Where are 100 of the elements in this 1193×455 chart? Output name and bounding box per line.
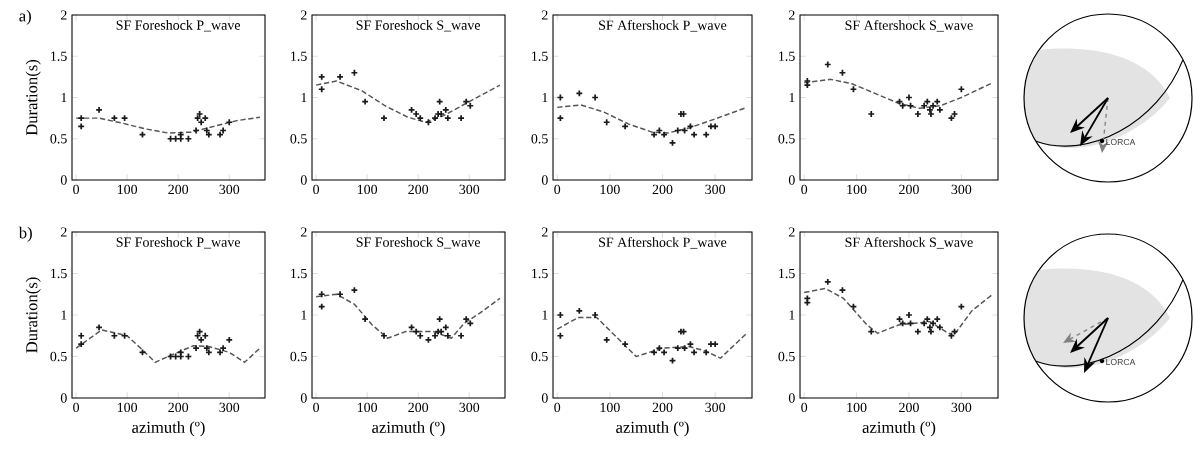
point xyxy=(77,114,85,122)
y-tick-label: 1.5 xyxy=(779,268,795,279)
point xyxy=(77,340,85,348)
point xyxy=(380,331,388,340)
point xyxy=(431,331,439,340)
x-axis-title: azimuth (º) xyxy=(372,421,445,437)
x-tick-label: 0 xyxy=(554,184,561,195)
y-tick-label: 0 xyxy=(60,175,67,185)
point xyxy=(317,302,326,311)
x-tick-label: 100 xyxy=(117,184,138,195)
y-tick-label: 1 xyxy=(542,310,548,320)
point xyxy=(957,85,966,94)
y-tick-label: 0.5 xyxy=(290,134,307,144)
x-tick-label: 0 xyxy=(801,402,808,413)
x-tick-label: 200 xyxy=(899,402,919,413)
point xyxy=(435,315,444,323)
x-tick-label: 100 xyxy=(117,402,138,413)
y-tick-label: 0 xyxy=(300,393,307,403)
point xyxy=(914,110,922,118)
y-tick-label: 2 xyxy=(300,10,307,20)
line-series xyxy=(803,287,994,337)
point xyxy=(602,118,611,127)
chart-title: SF Foreshock P_wave xyxy=(116,237,241,249)
y-tick-label: 1 xyxy=(301,92,307,103)
y-tick-label: 2 xyxy=(541,10,548,20)
x-tick-label: 0 xyxy=(313,184,320,195)
x-tick-label: 200 xyxy=(168,184,189,195)
y-tick-label: 0.5 xyxy=(778,134,795,144)
x-tick-label: 100 xyxy=(847,184,867,195)
point xyxy=(336,290,344,299)
point xyxy=(219,344,227,352)
x-tick-label: 200 xyxy=(652,402,673,413)
x-tick-label: 0 xyxy=(313,402,320,413)
y-tick-label: 0.5 xyxy=(50,134,67,144)
y-tick-label: 1.5 xyxy=(51,51,67,61)
x-tick-label: 300 xyxy=(705,402,726,413)
x-tick-label: 300 xyxy=(219,184,240,195)
point xyxy=(336,73,344,81)
point xyxy=(936,106,944,114)
x-tick-label: 300 xyxy=(951,184,972,195)
point xyxy=(416,114,425,122)
x-tick-label: 300 xyxy=(705,184,726,195)
line-series xyxy=(315,80,501,123)
point xyxy=(898,319,907,328)
point xyxy=(466,101,475,110)
x-tick-label: 100 xyxy=(847,402,867,413)
chart-title: SF Aftershock P_wave xyxy=(599,19,727,32)
point xyxy=(192,344,200,352)
x-tick-label: 0 xyxy=(801,184,808,195)
y-tick-label: 1 xyxy=(61,92,67,103)
line-series xyxy=(75,329,261,364)
y-tick-label: 1 xyxy=(61,310,67,320)
point xyxy=(823,278,832,286)
x-axis-title: azimuth (º) xyxy=(616,421,689,437)
y-tick-label: 2 xyxy=(60,10,67,20)
chart-title: SF Aftershock S_wave xyxy=(845,19,973,32)
y-axis-title: Duration(s) xyxy=(25,59,41,136)
point xyxy=(575,307,584,315)
point xyxy=(591,311,599,319)
point xyxy=(905,311,913,319)
line-series xyxy=(556,104,748,134)
point xyxy=(621,340,629,348)
point xyxy=(457,114,465,122)
y-tick-label: 1 xyxy=(301,310,307,320)
text: LORCA xyxy=(1106,358,1136,366)
y-tick-label: 1 xyxy=(789,92,795,103)
point xyxy=(933,315,942,323)
y-tick-label: 0 xyxy=(300,175,307,185)
point xyxy=(650,348,658,357)
point xyxy=(77,331,85,340)
y-axis-title: Duration(s) xyxy=(25,277,41,353)
point xyxy=(803,81,812,89)
text: LORCA xyxy=(1106,138,1136,146)
point xyxy=(225,118,234,127)
chart-title: SF Foreshock S_wave xyxy=(356,237,481,249)
point xyxy=(898,101,907,110)
y-tick-label: 0.5 xyxy=(531,134,548,144)
point xyxy=(466,319,475,328)
y-tick-label: 1.5 xyxy=(291,51,307,61)
y-tick-label: 2 xyxy=(541,227,548,237)
y-tick-label: 0.5 xyxy=(50,351,67,362)
x-axis-title: azimuth (º) xyxy=(132,421,205,437)
chart-title: SF Aftershock P_wave xyxy=(599,237,727,249)
point xyxy=(205,348,213,357)
y-tick-label: 0.5 xyxy=(531,351,548,362)
y-tick-label: 0.5 xyxy=(778,351,795,362)
point xyxy=(380,114,388,122)
x-tick-label: 200 xyxy=(408,402,429,413)
x-tick-label: 300 xyxy=(459,184,480,195)
point xyxy=(431,114,439,122)
text: b) xyxy=(18,226,32,242)
y-tick-label: 1 xyxy=(789,310,795,320)
line-series xyxy=(75,116,261,134)
chart-title: SF Foreshock S_wave xyxy=(356,19,481,32)
point xyxy=(602,336,611,344)
y-tick-label: 1.5 xyxy=(779,51,795,61)
chart-title: SF Foreshock P_wave xyxy=(116,19,241,32)
y-tick-label: 1.5 xyxy=(532,268,548,279)
point xyxy=(317,290,326,299)
x-tick-label: 300 xyxy=(459,402,480,413)
